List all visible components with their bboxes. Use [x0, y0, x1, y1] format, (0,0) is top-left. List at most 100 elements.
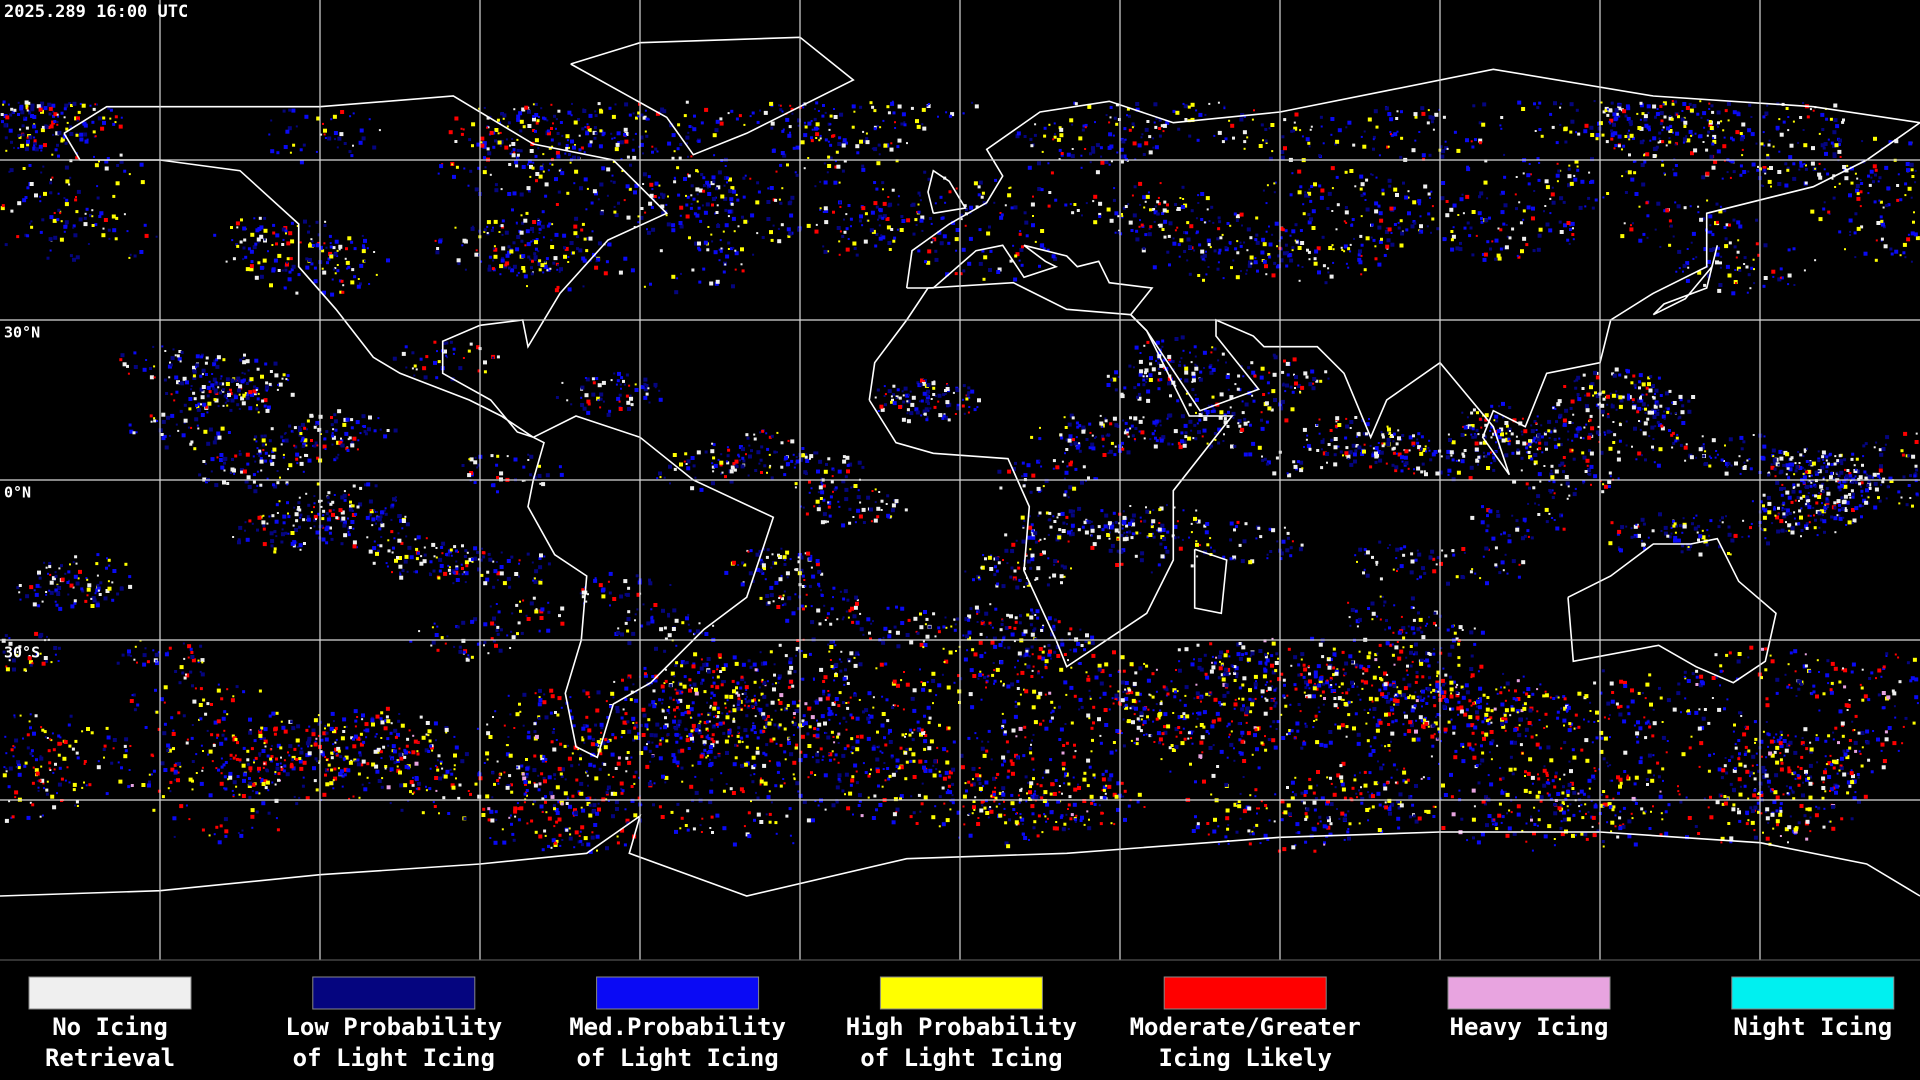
icing-pixel — [348, 436, 352, 440]
icing-pixel — [859, 501, 862, 504]
icing-pixel — [240, 218, 243, 222]
icing-pixel — [366, 482, 371, 487]
icing-pixel — [882, 201, 887, 206]
icing-pixel — [883, 395, 886, 397]
icing-pixel — [1530, 424, 1533, 427]
icing-pixel — [1672, 235, 1675, 238]
icing-pixel — [578, 248, 583, 253]
icing-pixel — [1656, 402, 1660, 406]
icing-pixel — [1382, 442, 1386, 446]
icing-pixel — [94, 163, 99, 168]
icing-pixel — [906, 419, 911, 424]
icing-pixel — [787, 439, 790, 442]
icing-pixel — [711, 465, 715, 469]
icing-pixel — [1381, 435, 1385, 439]
icing-pixel — [1593, 100, 1596, 103]
icing-pixel — [462, 357, 465, 359]
icing-pixel — [363, 430, 367, 434]
icing-pixel — [556, 285, 560, 289]
icing-pixel — [1325, 452, 1330, 456]
icing-pixel — [1785, 452, 1790, 457]
icing-pixel — [109, 117, 112, 120]
icing-pixel — [673, 180, 677, 184]
icing-pixel — [252, 480, 256, 484]
icing-pixel — [83, 132, 88, 137]
icing-pixel — [1294, 381, 1298, 386]
icing-pixel — [592, 381, 596, 385]
icing-pixel — [1331, 187, 1334, 190]
icing-pixel — [580, 396, 583, 399]
icing-pixel — [1907, 233, 1910, 236]
icing-pixel — [906, 408, 910, 412]
icing-pixel — [316, 482, 320, 486]
icing-pixel — [937, 400, 940, 403]
icing-pixel — [921, 229, 924, 232]
icing-pixel — [950, 112, 955, 117]
icing-pixel — [910, 106, 914, 110]
icing-pixel — [1297, 169, 1302, 174]
icing-pixel — [1699, 217, 1704, 222]
icing-pixel — [285, 232, 287, 235]
icing-pixel — [667, 195, 669, 198]
icing-pixel — [1081, 128, 1085, 132]
icing-pixel — [927, 249, 932, 254]
icing-pixel — [1346, 454, 1351, 459]
icing-pixel — [1166, 203, 1169, 207]
icing-pixel — [83, 222, 88, 227]
icing-pixel — [746, 436, 750, 440]
icing-pixel — [611, 174, 614, 177]
icing-pixel — [126, 364, 129, 368]
icing-pixel — [492, 247, 495, 250]
icing-pixel — [1838, 138, 1842, 143]
icing-pixel — [1318, 154, 1322, 158]
icing-pixel — [1727, 462, 1731, 466]
icing-pixel — [962, 384, 966, 388]
icing-pixel — [938, 413, 943, 418]
icing-pixel — [1430, 115, 1435, 120]
icing-pixel — [1212, 408, 1216, 412]
icing-pixel — [777, 227, 780, 230]
icing-pixel — [1822, 146, 1826, 150]
icing-pixel — [1355, 445, 1358, 448]
icing-pixel — [795, 173, 799, 177]
icing-pixel — [348, 150, 352, 154]
icing-pixel — [824, 209, 829, 213]
icing-pixel — [1656, 420, 1660, 424]
icing-pixel — [1362, 192, 1366, 196]
icing-pixel — [621, 170, 624, 172]
icing-pixel — [1777, 463, 1780, 466]
icing-pixel — [1499, 228, 1503, 232]
icing-pixel — [1609, 122, 1612, 125]
icing-pixel — [574, 169, 579, 174]
icing-pixel — [1683, 206, 1687, 210]
icing-pixel — [632, 112, 635, 115]
icing-pixel — [1628, 153, 1631, 157]
icing-pixel — [1329, 274, 1334, 279]
icing-pixel — [1805, 470, 1809, 474]
icing-pixel — [592, 189, 597, 194]
icing-pixel — [963, 204, 967, 208]
icing-pixel — [1302, 203, 1305, 206]
icing-pixel — [1752, 434, 1755, 436]
icing-pixel — [288, 270, 292, 274]
icing-pixel — [19, 128, 22, 131]
icing-pixel — [1156, 200, 1160, 204]
icing-pixel — [1073, 441, 1078, 446]
icing-pixel — [263, 238, 266, 241]
icing-pixel — [119, 153, 123, 157]
icing-pixel — [784, 455, 788, 460]
icing-pixel — [1829, 475, 1833, 480]
icing-pixel — [643, 387, 648, 392]
icing-pixel — [711, 240, 714, 243]
icing-pixel — [440, 366, 443, 369]
icing-pixel — [1400, 469, 1404, 473]
icing-pixel — [994, 178, 998, 182]
icing-pixel — [1757, 165, 1759, 168]
icing-pixel — [358, 140, 363, 145]
icing-pixel — [968, 406, 971, 408]
icing-pixel — [1149, 208, 1152, 212]
icing-pixel — [1183, 423, 1188, 428]
icing-pixel — [1762, 115, 1766, 119]
icing-pixel — [1739, 472, 1742, 475]
icing-pixel — [892, 384, 896, 388]
